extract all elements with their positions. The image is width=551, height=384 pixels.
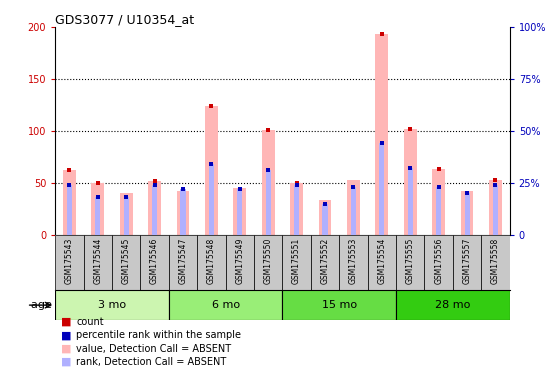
- Bar: [282, 290, 396, 320]
- FancyBboxPatch shape: [368, 235, 396, 290]
- Bar: [152, 185, 157, 235]
- Text: ■: ■: [61, 317, 71, 327]
- Bar: [351, 187, 356, 235]
- Bar: [404, 129, 417, 235]
- Text: rank, Detection Call = ABSENT: rank, Detection Call = ABSENT: [76, 357, 226, 367]
- Bar: [266, 170, 271, 235]
- Text: GSM175555: GSM175555: [406, 237, 415, 284]
- FancyBboxPatch shape: [254, 235, 282, 290]
- Bar: [91, 183, 104, 235]
- FancyBboxPatch shape: [311, 235, 339, 290]
- Text: GSM175548: GSM175548: [207, 237, 216, 284]
- Bar: [55, 290, 169, 320]
- Text: GSM175551: GSM175551: [292, 237, 301, 284]
- Text: GSM175547: GSM175547: [179, 237, 187, 284]
- Bar: [123, 197, 129, 235]
- Text: 3 mo: 3 mo: [98, 300, 126, 310]
- FancyBboxPatch shape: [424, 235, 453, 290]
- Text: GSM175549: GSM175549: [235, 237, 244, 284]
- Bar: [379, 143, 385, 235]
- Text: count: count: [76, 317, 104, 327]
- FancyBboxPatch shape: [197, 235, 225, 290]
- Text: GSM175554: GSM175554: [377, 237, 386, 284]
- FancyBboxPatch shape: [141, 235, 169, 290]
- Text: GSM175546: GSM175546: [150, 237, 159, 284]
- Bar: [347, 180, 360, 235]
- FancyBboxPatch shape: [453, 235, 481, 290]
- Text: percentile rank within the sample: percentile rank within the sample: [76, 330, 241, 340]
- Text: 15 mo: 15 mo: [322, 300, 356, 310]
- Bar: [180, 189, 186, 235]
- Bar: [63, 170, 75, 235]
- Text: GSM175558: GSM175558: [491, 237, 500, 284]
- FancyBboxPatch shape: [169, 235, 197, 290]
- Bar: [290, 183, 303, 235]
- FancyBboxPatch shape: [55, 235, 84, 290]
- Text: GSM175557: GSM175557: [462, 237, 472, 284]
- FancyBboxPatch shape: [225, 235, 254, 290]
- Bar: [205, 106, 218, 235]
- Text: GSM175552: GSM175552: [321, 237, 329, 284]
- Bar: [464, 193, 469, 235]
- Text: GSM175550: GSM175550: [264, 237, 273, 284]
- Bar: [322, 204, 327, 235]
- Text: GSM175544: GSM175544: [93, 237, 102, 284]
- Bar: [209, 164, 214, 235]
- Bar: [234, 188, 246, 235]
- FancyBboxPatch shape: [282, 235, 311, 290]
- Text: GSM175556: GSM175556: [434, 237, 443, 284]
- Text: ■: ■: [61, 357, 71, 367]
- Bar: [67, 185, 72, 235]
- Text: age: age: [31, 300, 55, 310]
- Bar: [318, 200, 331, 235]
- Text: ■: ■: [61, 330, 71, 340]
- Text: GSM175543: GSM175543: [65, 237, 74, 284]
- Bar: [436, 187, 441, 235]
- Text: GDS3077 / U10354_at: GDS3077 / U10354_at: [55, 13, 194, 26]
- Bar: [461, 191, 473, 235]
- FancyBboxPatch shape: [396, 235, 424, 290]
- Text: ■: ■: [61, 344, 71, 354]
- Bar: [408, 168, 413, 235]
- Bar: [95, 197, 100, 235]
- Bar: [176, 191, 190, 235]
- Text: 6 mo: 6 mo: [212, 300, 240, 310]
- Bar: [262, 130, 274, 235]
- FancyBboxPatch shape: [339, 235, 368, 290]
- Bar: [396, 290, 510, 320]
- FancyBboxPatch shape: [84, 235, 112, 290]
- Bar: [237, 189, 242, 235]
- FancyBboxPatch shape: [112, 235, 141, 290]
- Text: GSM175545: GSM175545: [122, 237, 131, 284]
- Bar: [148, 180, 161, 235]
- Bar: [493, 185, 498, 235]
- Text: 28 mo: 28 mo: [435, 300, 471, 310]
- Bar: [120, 193, 133, 235]
- FancyBboxPatch shape: [481, 235, 510, 290]
- Bar: [169, 290, 282, 320]
- Bar: [375, 34, 388, 235]
- Text: GSM175553: GSM175553: [349, 237, 358, 284]
- Bar: [294, 185, 299, 235]
- Bar: [432, 169, 445, 235]
- Bar: [489, 180, 502, 235]
- Text: value, Detection Call = ABSENT: value, Detection Call = ABSENT: [76, 344, 231, 354]
